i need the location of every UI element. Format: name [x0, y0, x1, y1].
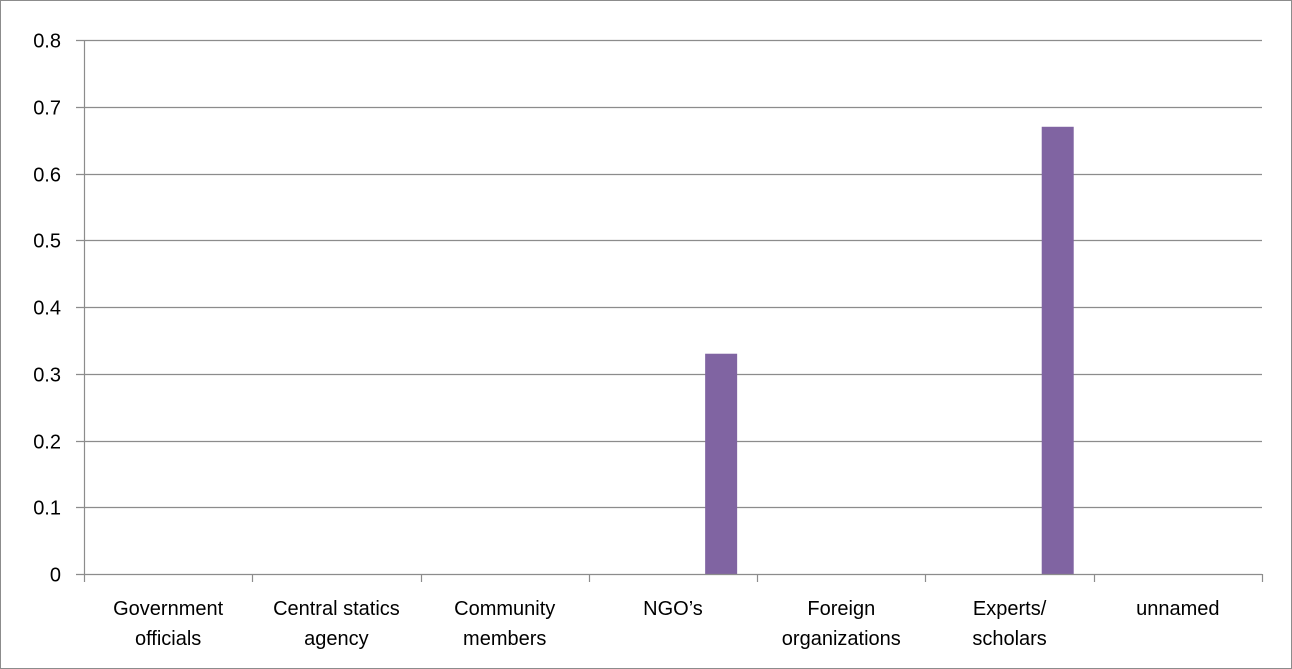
x-tick-label: unnamed [1136, 598, 1219, 620]
bar-3 [705, 353, 738, 574]
y-tick-label: 0 [50, 565, 61, 587]
axes [76, 40, 1264, 582]
x-tick-label: NGO’s [643, 598, 703, 620]
gridlines [76, 39, 1262, 509]
x-tick-label: Government officials [113, 598, 223, 650]
x-tick-label: Community members [454, 598, 555, 650]
y-tick-label: 0.6 [33, 165, 61, 187]
y-axis-tick-labels: 0 0.1 0.2 0.3 0.4 0.5 0.6 0.7 0.8 [33, 31, 61, 587]
bars [705, 126, 1074, 575]
x-tick-label: Central statics agency [273, 598, 400, 650]
y-tick-label: 0.4 [33, 298, 61, 320]
y-tick-label: 0.2 [33, 432, 61, 454]
y-tick-label: 0.7 [33, 98, 61, 120]
y-tick-label: 0.3 [33, 365, 61, 387]
bar-5 [1041, 126, 1074, 575]
y-tick-label: 0.1 [33, 498, 61, 520]
y-tick-label: 0.5 [33, 231, 61, 253]
x-axis-tick-labels: Government officials Central statics agency… [113, 598, 1219, 650]
x-tick-label: Foreign organizations [782, 598, 901, 650]
y-tick-label: 0.8 [33, 31, 61, 53]
x-tick-label: Experts/scholars [972, 598, 1046, 650]
